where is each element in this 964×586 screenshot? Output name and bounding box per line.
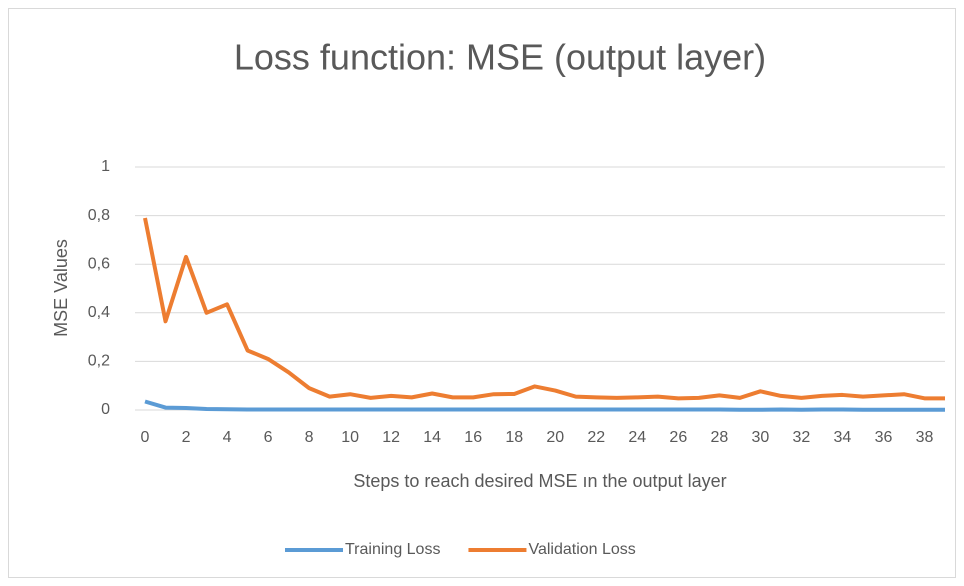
x-tick-label: 12 xyxy=(382,429,400,446)
line-series xyxy=(143,217,945,401)
x-tick-label: 0 xyxy=(141,429,150,446)
x-tick-label: 20 xyxy=(546,429,564,446)
y-tick-label: 0,4 xyxy=(88,304,110,321)
x-tick-label: 10 xyxy=(341,429,359,446)
x-tick-label: 28 xyxy=(710,429,728,446)
x-tick-label: 26 xyxy=(669,429,687,446)
y-tick-label: 1 xyxy=(101,158,110,175)
line-series xyxy=(144,399,945,412)
y-axis-title: MSE Values xyxy=(51,239,71,337)
x-tick-label: 36 xyxy=(875,429,893,446)
x-tick-label: 32 xyxy=(793,429,811,446)
x-tick-label: 16 xyxy=(464,429,482,446)
x-axis-title: Steps to reach desired MSE ın the output… xyxy=(353,471,726,491)
x-tick-label: 22 xyxy=(587,429,605,446)
x-tick-label: 14 xyxy=(423,429,441,446)
x-tick-label: 34 xyxy=(834,429,852,446)
legend-label: Training Loss xyxy=(345,541,440,558)
chart-title: Loss function: MSE (output layer) xyxy=(234,37,766,78)
y-tick-label: 0,6 xyxy=(88,255,110,272)
y-tick-label: 0,8 xyxy=(88,207,110,224)
x-tick-label: 6 xyxy=(264,429,273,446)
x-tick-label: 2 xyxy=(182,429,191,446)
x-tick-label: 38 xyxy=(916,429,934,446)
chart-border xyxy=(8,8,956,578)
x-tick-label: 8 xyxy=(305,429,314,446)
x-tick-label: 24 xyxy=(628,429,646,446)
legend-label: Validation Loss xyxy=(528,541,635,558)
y-tick-label: 0,2 xyxy=(88,353,110,370)
x-tick-label: 4 xyxy=(223,429,232,446)
x-tick-label: 18 xyxy=(505,429,523,446)
y-tick-label: 0 xyxy=(101,401,110,418)
x-tick-label: 30 xyxy=(751,429,769,446)
